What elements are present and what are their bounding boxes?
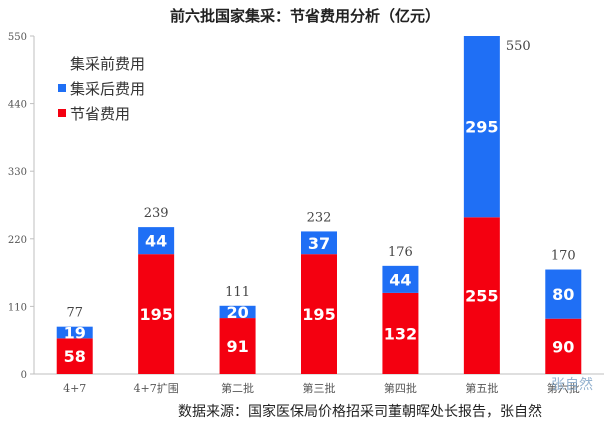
data-label-total-1: 239: [144, 206, 169, 221]
y-tick-label: 220: [8, 235, 27, 246]
y-tick-label: 440: [8, 100, 27, 111]
legend-label-saved: 节省费用: [70, 104, 131, 123]
data-label-after-5: 295: [465, 118, 498, 137]
data-label-saved-3: 195: [302, 305, 335, 324]
data-label-saved-0: 58: [64, 347, 86, 366]
y-tick-label: 550: [8, 32, 27, 43]
x-tick-label-6: 第六批: [547, 381, 580, 395]
data-label-saved-5: 255: [465, 287, 498, 306]
bar-saved-1: [138, 254, 175, 374]
data-label-after-4: 44: [389, 270, 411, 289]
legend-label-before: 集采前费用: [70, 54, 146, 73]
bar-saved-3: [301, 254, 337, 374]
legend-item-before: 集采前费用: [58, 52, 145, 74]
data-label-total-2: 111: [225, 285, 250, 300]
data-label-saved-4: 132: [384, 324, 417, 343]
legend: 集采前费用 集采后费用 节省费用: [58, 52, 145, 127]
data-label-total-3: 232: [307, 210, 332, 225]
x-tick-label-3: 第三批: [303, 381, 336, 395]
y-tick-label: 0: [21, 370, 27, 381]
bar-after-1: [138, 227, 175, 255]
bar-after-3: [301, 231, 337, 255]
data-label-total-4: 176: [388, 245, 413, 260]
data-label-saved-1: 195: [139, 305, 172, 324]
bar-after-0: [56, 326, 93, 339]
bar-saved-5: [463, 217, 500, 374]
data-label-after-3: 37: [308, 234, 330, 253]
bar-saved-2: [219, 318, 256, 374]
x-tick-label-1: 4+7扩围: [134, 381, 179, 395]
data-label-after-1: 44: [145, 232, 167, 251]
data-label-after-2: 20: [226, 303, 248, 322]
x-tick-label-2: 第二批: [221, 381, 254, 395]
legend-item-after: 集采后费用: [58, 77, 145, 99]
watermark: 张自然: [551, 377, 593, 393]
legend-swatch-after: [58, 84, 66, 92]
x-tick-label-0: 4+7: [63, 382, 86, 395]
bar-saved-6: [545, 318, 582, 374]
data-label-total-6: 170: [551, 249, 576, 264]
legend-item-saved: 节省费用: [58, 102, 145, 124]
y-tick-label: 330: [8, 167, 27, 178]
bar-saved-4: [382, 292, 419, 374]
data-label-saved-2: 91: [226, 337, 248, 356]
bar-after-6: [545, 269, 582, 319]
chart-title: 前六批国家集采：节省费用分析（亿元）: [169, 7, 440, 25]
legend-label-after: 集采后费用: [70, 79, 146, 98]
data-label-saved-6: 90: [552, 337, 574, 356]
legend-swatch-before: [58, 59, 66, 67]
y-tick-label: 110: [8, 302, 27, 313]
data-label-after-0: 19: [64, 324, 86, 343]
bar-after-4: [382, 265, 419, 293]
source-note: 数据来源：国家医保局价格招采司董朝晖处长报告，张自然: [178, 404, 542, 420]
data-label-after-6: 80: [552, 285, 574, 304]
x-tick-label-5: 第五批: [465, 381, 498, 395]
x-tick-label-4: 第四批: [384, 381, 417, 395]
bar-after-2: [219, 305, 256, 319]
data-label-total-0: 77: [66, 306, 83, 321]
bar-saved-0: [56, 338, 93, 374]
bar-after-5: [463, 36, 500, 218]
legend-swatch-saved: [58, 109, 66, 117]
data-label-total-5: 550: [506, 39, 531, 54]
